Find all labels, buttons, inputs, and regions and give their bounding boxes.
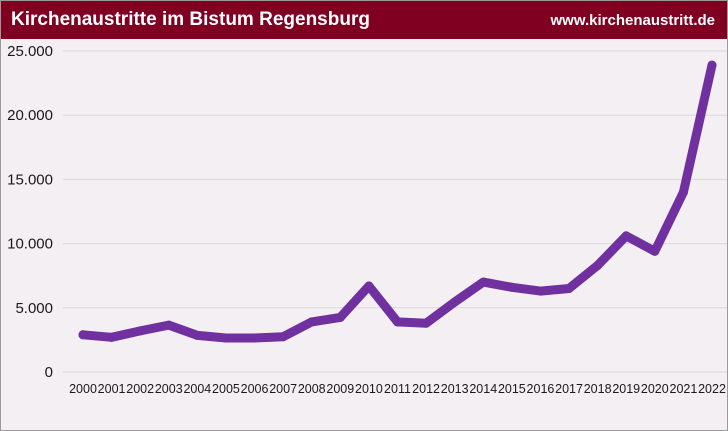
data-point	[478, 277, 488, 287]
data-point	[364, 281, 374, 291]
y-tick-label: 5.000	[15, 300, 53, 317]
data-point	[450, 297, 460, 307]
x-tick-label: 2008	[298, 382, 326, 396]
data-point	[107, 332, 117, 342]
data-point	[650, 246, 660, 256]
x-tick-label: 2005	[212, 382, 240, 396]
data-point	[278, 332, 288, 342]
x-tick-label: 2016	[527, 382, 555, 396]
data-point	[507, 282, 517, 292]
grid-lines	[63, 50, 727, 373]
x-tick-label: 2021	[670, 382, 698, 396]
data-point	[393, 317, 402, 327]
y-tick-label: 20.000	[7, 107, 53, 124]
data-point	[164, 320, 174, 330]
data-point	[678, 187, 688, 197]
x-tick-label: 2000	[69, 382, 97, 396]
data-point	[221, 333, 231, 343]
x-tick-label: 2022	[698, 382, 726, 396]
chart-title: Kirchenaustritte im Bistum Regensburg	[11, 9, 370, 30]
x-tick-label: 2019	[612, 382, 640, 396]
y-axis-ticks: 0 5.000 10.000 15.000 20.000 25.000	[7, 43, 53, 381]
series-group	[78, 60, 717, 343]
chart-header: Kirchenaustritte im Bistum Regensburg ww…	[1, 1, 727, 39]
x-tick-label: 2010	[355, 382, 383, 396]
data-point	[707, 60, 717, 70]
x-tick-label: 2012	[412, 382, 440, 396]
data-point	[335, 312, 345, 322]
data-point	[135, 326, 145, 336]
x-tick-label: 2002	[126, 382, 154, 396]
x-tick-label: 2018	[584, 382, 612, 396]
series-line	[78, 60, 717, 343]
y-tick-label: 25.000	[7, 43, 53, 60]
y-tick-label: 0	[45, 364, 53, 381]
data-point	[78, 330, 88, 340]
x-axis-ticks: 2000 2001 2002 2003 2004 2005 2006 2007 2008 2009…	[69, 382, 726, 396]
x-tick-label: 2004	[183, 382, 211, 396]
data-point	[535, 286, 545, 296]
y-tick-label: 10.000	[7, 236, 53, 253]
x-tick-label: 2003	[155, 382, 183, 396]
x-tick-label: 2014	[469, 382, 497, 396]
x-tick-label: 2011	[384, 382, 411, 396]
data-point	[307, 317, 317, 327]
x-tick-label: 2017	[555, 382, 583, 396]
data-point	[564, 284, 574, 294]
x-tick-label: 2006	[241, 382, 269, 396]
site-url: www.kirchenaustritt.de	[550, 12, 715, 29]
data-point	[421, 318, 431, 328]
x-tick-label: 2001	[98, 382, 126, 396]
data-point	[593, 260, 603, 270]
data-point	[192, 330, 202, 340]
x-tick-label: 2009	[326, 382, 354, 396]
data-point	[621, 231, 631, 241]
data-point	[250, 333, 260, 343]
y-tick-label: 15.000	[7, 171, 53, 188]
x-tick-label: 2013	[441, 382, 469, 396]
x-tick-label: 2020	[641, 382, 669, 396]
x-tick-label: 2007	[269, 382, 297, 396]
x-tick-label: 2015	[498, 382, 526, 396]
